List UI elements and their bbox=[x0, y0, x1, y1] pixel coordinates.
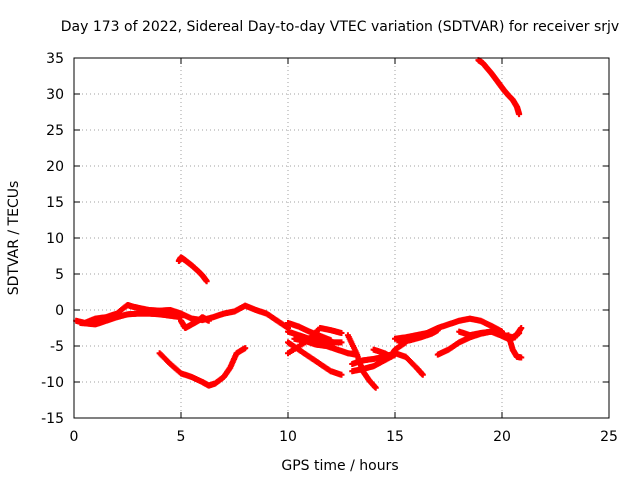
series-arc-spike-5h bbox=[175, 254, 210, 285]
y-tick-label: 10 bbox=[46, 231, 64, 247]
y-axis-label: SDTVAR / TECUs bbox=[6, 181, 22, 296]
series-arc-13-15 bbox=[349, 351, 398, 375]
y-tick-label: -5 bbox=[50, 339, 64, 355]
data-point bbox=[338, 339, 345, 346]
data-point bbox=[338, 371, 345, 378]
plot-frame bbox=[73, 57, 610, 419]
x-tick-label: 10 bbox=[279, 429, 297, 445]
data-point bbox=[516, 111, 523, 118]
x-tick-label: 15 bbox=[386, 429, 404, 445]
series-arc-19-21-high bbox=[475, 57, 523, 118]
y-tick-label: -15 bbox=[41, 411, 64, 427]
x-axis-label: GPS time / hours bbox=[281, 458, 398, 474]
chart-title: Day 173 of 2022, Sidereal Day-to-day VTE… bbox=[61, 19, 619, 35]
series-arc-15-18 bbox=[396, 327, 441, 346]
data-point bbox=[205, 317, 212, 324]
series-arc-20-21-drop bbox=[505, 332, 525, 361]
data-point bbox=[372, 384, 379, 391]
y-tick-label: 30 bbox=[46, 87, 64, 103]
data-point bbox=[518, 354, 525, 361]
grid-lines bbox=[74, 58, 609, 418]
y-tick-label: 25 bbox=[46, 123, 64, 139]
y-tick-label: 5 bbox=[55, 267, 64, 283]
x-axis: 0 5 10 15 20 25 bbox=[70, 58, 618, 445]
data-point bbox=[518, 325, 525, 331]
y-tick-label: 35 bbox=[46, 51, 64, 67]
x-tick-label: 20 bbox=[493, 429, 511, 445]
x-tick-label: 5 bbox=[177, 429, 186, 445]
x-tick-label: 25 bbox=[600, 429, 618, 445]
data-point bbox=[338, 330, 345, 337]
data-point bbox=[203, 278, 210, 285]
series-arc-5h-short bbox=[178, 314, 212, 331]
y-tick-label: 20 bbox=[46, 159, 64, 175]
data-point bbox=[434, 327, 441, 334]
y-tick-label: 0 bbox=[55, 303, 64, 319]
series-arc-11-12-sparse bbox=[285, 325, 345, 357]
y-tick-label: -10 bbox=[41, 375, 64, 391]
series-arc-dip bbox=[156, 345, 249, 389]
data-point bbox=[419, 371, 426, 378]
series-arc-main-2 bbox=[77, 310, 184, 328]
y-axis: -15 -10 -5 0 5 10 15 20 25 30 35 bbox=[41, 51, 609, 427]
x-tick-label: 0 bbox=[70, 429, 79, 445]
y-tick-label: 15 bbox=[46, 195, 64, 211]
data-points bbox=[73, 57, 525, 391]
data-point bbox=[242, 345, 249, 352]
series-arc-main-1 bbox=[73, 301, 291, 331]
